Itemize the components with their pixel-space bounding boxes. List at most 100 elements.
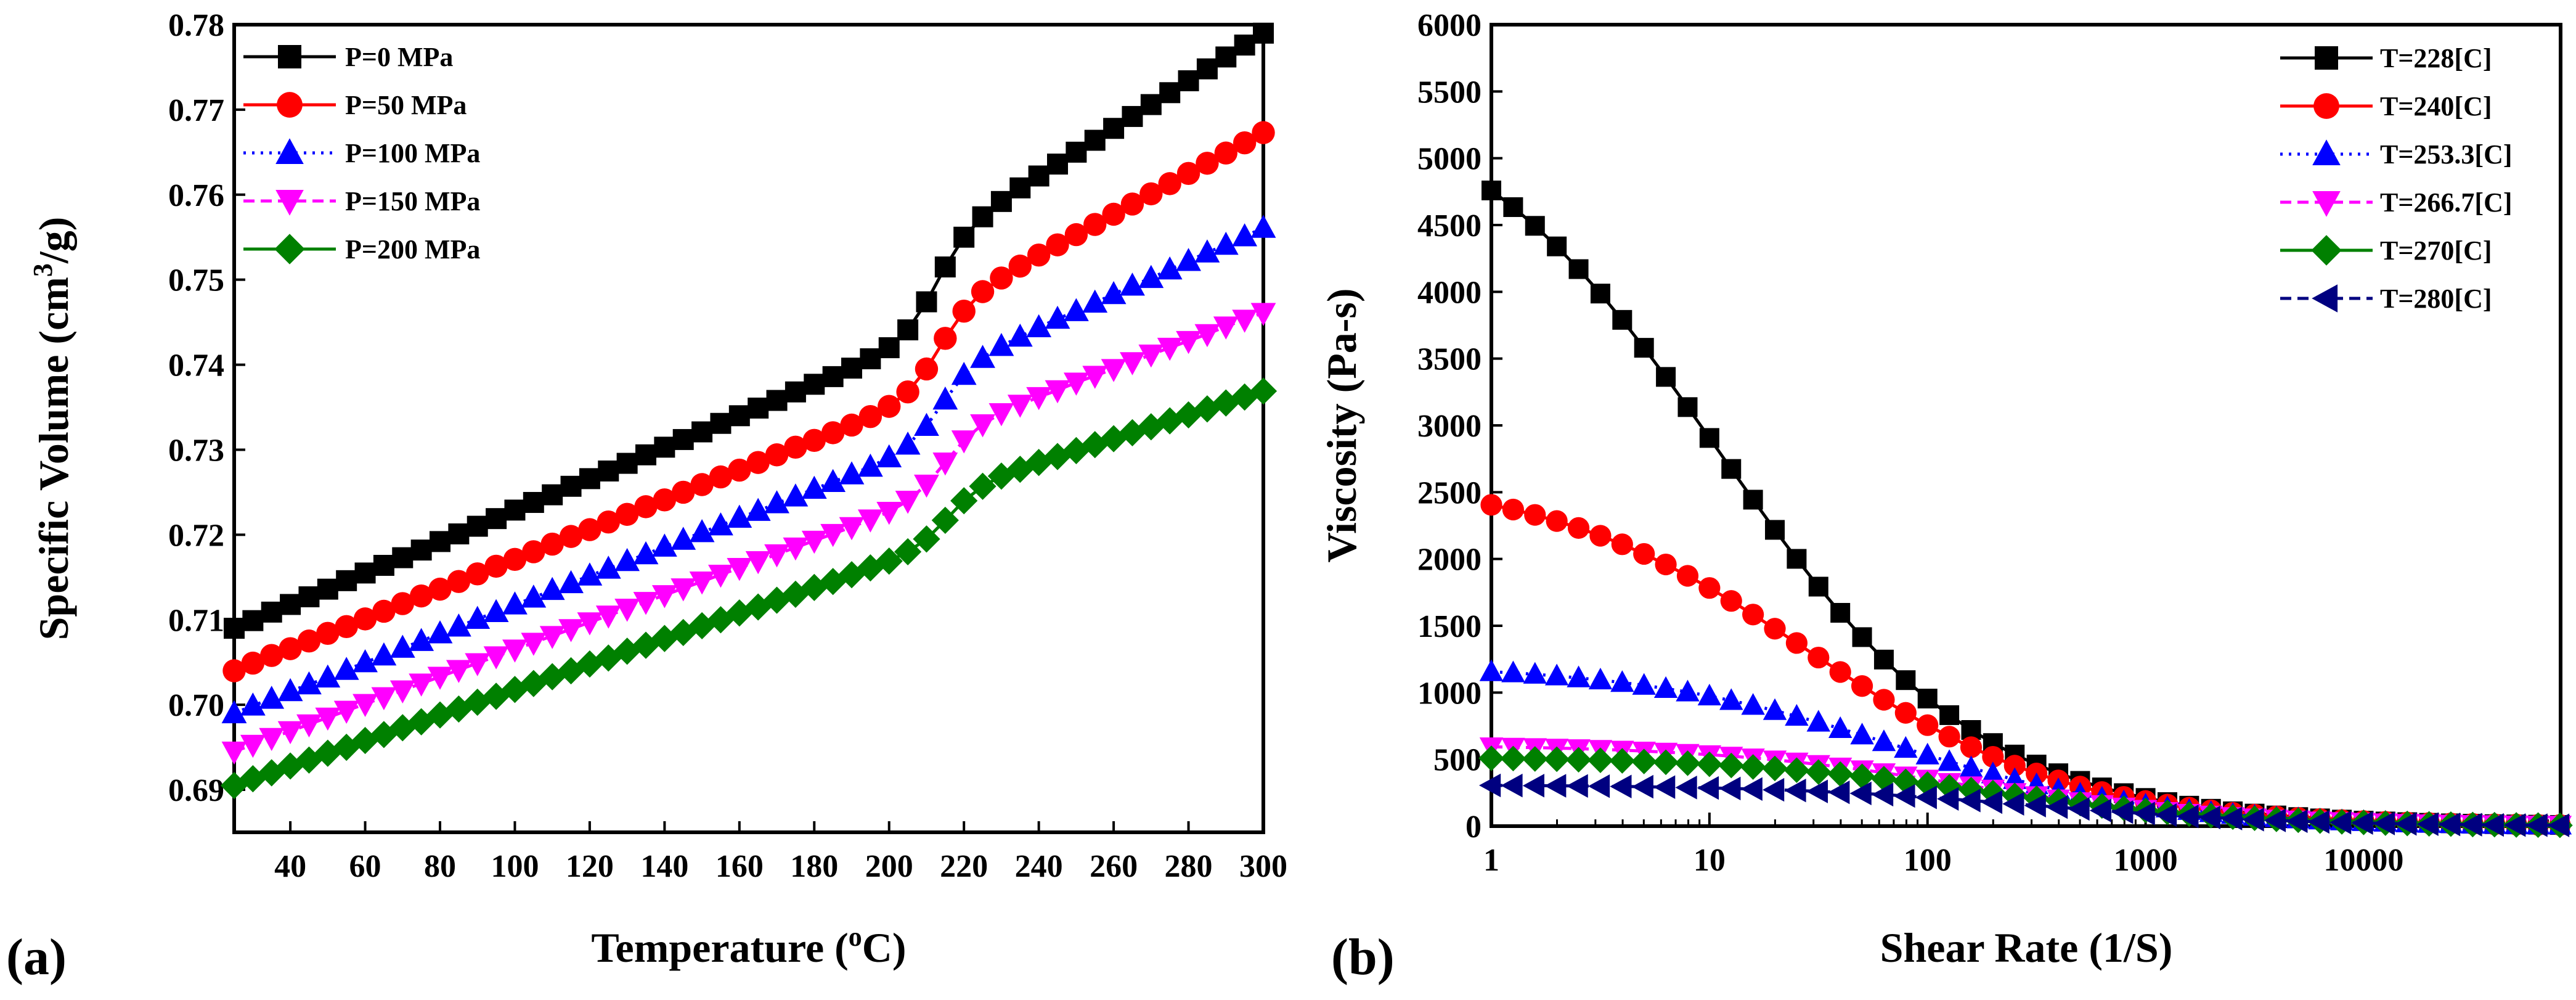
panel-b-series xyxy=(1478,180,2573,838)
data-point xyxy=(557,657,585,685)
data-point xyxy=(1718,752,1745,779)
data-point xyxy=(951,430,977,454)
data-point xyxy=(372,599,396,623)
data-point xyxy=(1808,576,1828,597)
data-point xyxy=(242,610,264,631)
data-point xyxy=(1194,324,1220,348)
data-point xyxy=(1138,264,1164,289)
data-point xyxy=(221,741,247,765)
data-point xyxy=(560,475,582,497)
data-point xyxy=(1632,673,1656,695)
data-point xyxy=(820,469,846,493)
data-point xyxy=(1763,698,1787,720)
data-point xyxy=(953,226,975,248)
data-point xyxy=(651,533,677,557)
data-point xyxy=(2003,755,2026,777)
series-t-280-c xyxy=(1479,773,2570,837)
data-point xyxy=(1849,781,1872,806)
data-point xyxy=(1589,525,1612,547)
data-point xyxy=(746,451,770,474)
panel-a-x-tick-label: 160 xyxy=(715,849,764,884)
data-point xyxy=(392,547,414,568)
data-point xyxy=(371,642,397,666)
data-point xyxy=(710,412,732,434)
panel-a-legend: P=0 MPa P=50 MPa P=100 MPa P=150 MPa P=200 M… xyxy=(243,42,480,264)
panel-a-label: (a) xyxy=(6,928,67,986)
data-point xyxy=(765,443,789,467)
data-point xyxy=(1546,510,1568,532)
data-point xyxy=(316,621,340,645)
data-point xyxy=(988,403,1014,427)
data-point xyxy=(539,576,565,600)
data-point xyxy=(1214,141,1237,165)
data-point xyxy=(875,547,903,575)
data-point xyxy=(1981,761,2005,784)
data-point xyxy=(1007,395,1033,418)
data-point xyxy=(1525,216,1545,236)
data-point xyxy=(1249,377,1278,405)
data-point xyxy=(950,487,978,515)
data-point xyxy=(1610,774,1632,798)
data-point xyxy=(1674,750,1701,776)
data-point xyxy=(503,547,527,572)
data-point xyxy=(801,573,828,601)
panel-a-y-tick-label: 0.76 xyxy=(168,178,224,213)
data-point xyxy=(482,682,510,710)
data-point xyxy=(2111,800,2134,824)
data-point xyxy=(1873,689,1895,711)
data-point xyxy=(1008,254,1032,278)
data-point xyxy=(1720,590,1742,612)
data-point xyxy=(785,381,806,403)
panel-b: 1 10 100 1000 10000 0 500 1000 1500 2000 2500 3000 3… xyxy=(1318,8,2573,986)
data-point xyxy=(1634,338,1654,358)
data-point xyxy=(1980,790,2003,814)
data-point xyxy=(1081,431,1109,459)
data-point xyxy=(1082,289,1108,313)
data-point xyxy=(1045,380,1070,404)
legend-item-p-100-mpa: P=100 MPa xyxy=(243,138,480,168)
data-point xyxy=(820,523,846,547)
panel-b-x-tick-label: 1000 xyxy=(2114,843,2178,878)
data-point xyxy=(1159,82,1181,104)
data-point xyxy=(1139,182,1163,206)
data-point xyxy=(353,649,378,673)
data-point xyxy=(1547,236,1567,256)
data-point xyxy=(240,734,266,758)
data-point xyxy=(1083,213,1107,236)
panel-b-y-tick-label: 500 xyxy=(1433,743,1482,778)
data-point xyxy=(2329,810,2352,835)
data-point xyxy=(1588,774,1610,798)
data-point xyxy=(467,515,488,537)
data-point xyxy=(1196,58,1218,80)
data-point xyxy=(1066,141,1087,163)
legend-marker xyxy=(2312,284,2338,313)
data-point xyxy=(336,570,357,591)
data-point xyxy=(1675,776,1697,800)
data-point xyxy=(632,631,660,659)
panel-a-x-tick-label: 300 xyxy=(1239,849,1287,884)
data-point xyxy=(1176,248,1201,271)
data-point xyxy=(1631,774,1653,799)
data-point xyxy=(914,474,939,498)
panel-b-y-tick-label: 3500 xyxy=(1417,342,1482,377)
panel-b-y-tick-label: 0 xyxy=(1465,809,1482,845)
data-point xyxy=(354,562,376,584)
data-point xyxy=(1808,646,1830,669)
panel-a-y-tick-label: 0.69 xyxy=(168,773,224,808)
data-point xyxy=(371,687,397,710)
data-point xyxy=(951,361,977,385)
data-point xyxy=(483,599,509,623)
data-point xyxy=(1157,337,1183,361)
data-point xyxy=(1676,679,1700,702)
data-point xyxy=(1567,517,1590,539)
data-point xyxy=(483,646,509,670)
data-point xyxy=(1027,243,1051,267)
data-point xyxy=(1588,747,1613,773)
legend-label: T=266.7[C] xyxy=(2380,187,2513,218)
data-point xyxy=(1479,659,1504,681)
data-point xyxy=(595,555,621,579)
data-point xyxy=(1480,494,1502,516)
panel-b-y-tick-label: 4500 xyxy=(1417,208,1482,244)
data-point xyxy=(801,530,827,554)
data-point xyxy=(1872,729,1896,752)
